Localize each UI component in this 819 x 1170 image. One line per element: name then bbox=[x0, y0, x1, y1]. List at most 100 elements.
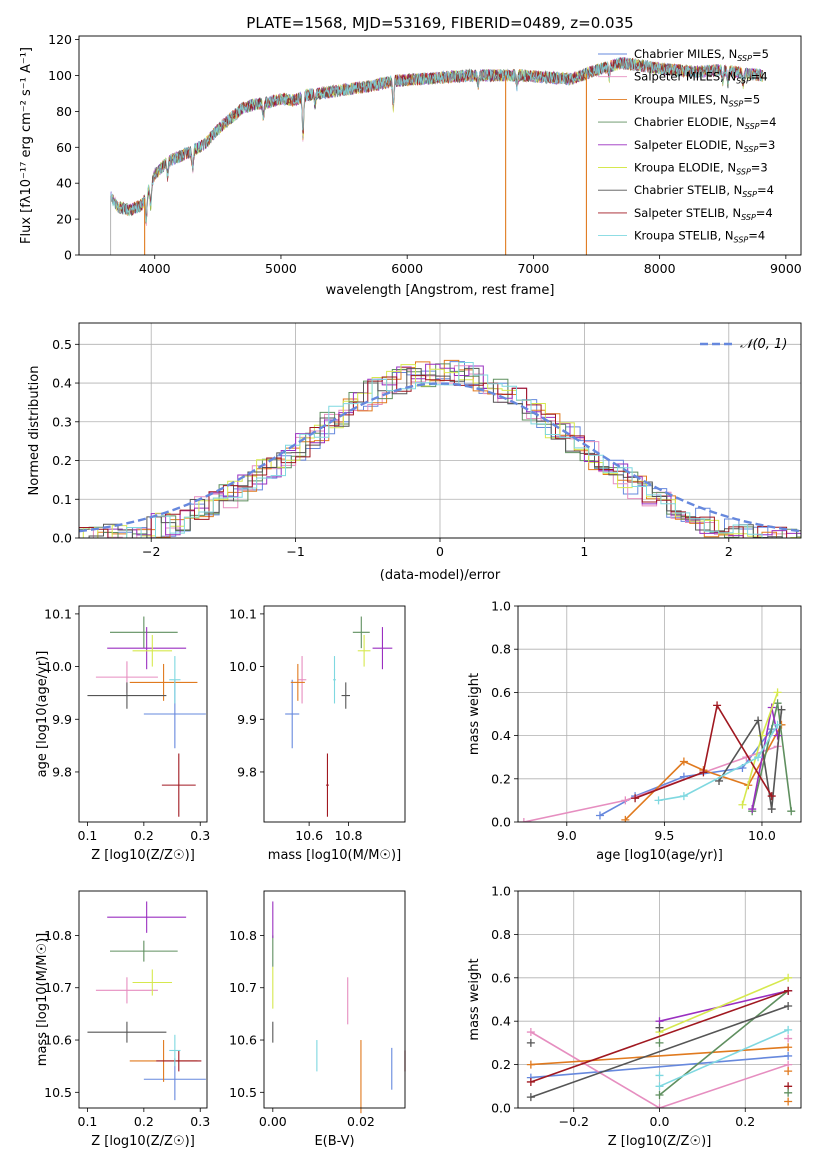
x-axis-label: (data-model)/error bbox=[380, 568, 501, 583]
axes-frame bbox=[263, 890, 406, 1109]
axes-group bbox=[260, 613, 350, 826]
spectrum-kroupa_stelib bbox=[110, 56, 764, 223]
y-tick-label: 0.4 bbox=[491, 1014, 511, 1029]
weight-marker-kroupa_elodie bbox=[757, 731, 766, 740]
weight-marker-chabrier_elodie bbox=[784, 1088, 793, 1097]
spectrum-lines bbox=[110, 56, 764, 255]
y-tick-label: 0.0 bbox=[52, 531, 72, 546]
histogram-salpeter_stelib bbox=[79, 375, 801, 538]
y-tick-label: 10.5 bbox=[44, 1085, 72, 1100]
weight-line-salpeter_miles bbox=[523, 745, 778, 822]
weight-line-chabrier_miles bbox=[530, 1055, 789, 1079]
y-tick-label: 10.7 bbox=[229, 980, 257, 995]
weight-marker-salpeter_miles bbox=[621, 796, 630, 805]
legend-label-kroupa_miles: Kroupa MILES, NSSP=5 bbox=[634, 92, 760, 108]
x-tick-label: 9.0 bbox=[557, 828, 577, 843]
y-tick-label: 10.0 bbox=[44, 659, 72, 674]
weight-marker-chabrier_elodie bbox=[655, 1038, 664, 1047]
legend-text: Salpeter MILES, N bbox=[634, 70, 736, 84]
y-tick-label: 0.2 bbox=[491, 1057, 511, 1072]
weight-marker-chabrier_elodie bbox=[773, 699, 782, 708]
x-tick-label: 0.2 bbox=[134, 1114, 154, 1129]
weight-marker-kroupa_stelib bbox=[654, 796, 663, 805]
legend-label-salpeter_miles: Salpeter MILES, NSSP=4 bbox=[634, 70, 768, 86]
y-tick-label: 60 bbox=[56, 140, 72, 155]
y-tick-label: 0 bbox=[64, 248, 72, 263]
weight-marker-kroupa_stelib bbox=[754, 753, 763, 762]
weight-marker-chabrier_miles bbox=[784, 1051, 793, 1060]
weight-line-salpeter_elodie bbox=[659, 990, 789, 1022]
y-tick-label: 10.7 bbox=[44, 980, 72, 995]
y-tick-label: 20 bbox=[56, 212, 72, 227]
weight-marker-salpeter_miles bbox=[784, 1034, 793, 1043]
weight-line-chabrier_stelib bbox=[530, 1005, 789, 1098]
x-tick-label: 0 bbox=[436, 544, 444, 559]
x-axis-label: Z [log10(Z/Z☉)] bbox=[91, 1134, 195, 1149]
weight-lines bbox=[519, 688, 796, 822]
x-tick-label: 9000 bbox=[770, 261, 802, 276]
weight-marker-chabrier_stelib bbox=[526, 1038, 535, 1047]
weight-marker-chabrier_stelib bbox=[784, 1002, 793, 1011]
weight-marker-salpeter_stelib bbox=[713, 701, 722, 710]
legend-sub: SSP bbox=[737, 54, 752, 63]
axes-frame bbox=[78, 890, 208, 1109]
legend-label-kroupa_stelib: Kroupa STELIB, NSSP=4 bbox=[634, 229, 765, 245]
x-tick-label: −0.2 bbox=[559, 1114, 589, 1129]
legend-label-kroupa_elodie: Kroupa ELODIE, NSSP=3 bbox=[634, 161, 768, 177]
axes-frame bbox=[78, 605, 208, 823]
y-tick-label: 9.8 bbox=[237, 764, 257, 779]
axes-group bbox=[514, 605, 801, 826]
y-tick-label: 10.8 bbox=[44, 928, 72, 943]
y-tick-label: 10.6 bbox=[229, 1033, 257, 1048]
y-tick-label: 0.3 bbox=[52, 414, 72, 429]
x-tick-label: 0.1 bbox=[78, 828, 98, 843]
weight-marker-salpeter_stelib bbox=[784, 986, 793, 995]
legend-text: Chabrier STELIB, N bbox=[634, 183, 742, 197]
x-axis-label: age [log10(age/yr)] bbox=[596, 848, 723, 863]
x-axis-label: mass [log10(M/M☉)] bbox=[268, 848, 401, 863]
weight-marker-kroupa_miles bbox=[679, 757, 688, 766]
weight-marker-chabrier_stelib bbox=[655, 1023, 664, 1032]
y-tick-label: 0.2 bbox=[52, 453, 72, 468]
y-tick-label: 0.0 bbox=[491, 1101, 511, 1116]
x-axis-label: Z [log10(Z/Z☉)] bbox=[91, 848, 195, 863]
legend-value: =4 bbox=[756, 206, 773, 220]
weight-marker-salpeter_stelib bbox=[767, 792, 776, 801]
x-tick-label: 9.5 bbox=[654, 828, 674, 843]
legend-sub: SSP bbox=[741, 213, 756, 222]
weight-marker-salpeter_miles bbox=[655, 1104, 664, 1108]
weight-marker-kroupa_miles bbox=[784, 1043, 793, 1052]
histogram-kroupa_elodie bbox=[79, 364, 801, 538]
weight-line-kroupa_elodie bbox=[659, 977, 789, 1033]
weight-marker-chabrier_stelib bbox=[526, 1093, 535, 1102]
weight-marker-chabrier_stelib bbox=[754, 716, 763, 725]
legend-value: =3 bbox=[751, 161, 768, 175]
histograms bbox=[79, 359, 801, 538]
y-tick-label: 0.8 bbox=[491, 642, 511, 657]
legend-text: Chabrier ELODIE, N bbox=[634, 115, 745, 129]
legend-value: =5 bbox=[752, 47, 769, 61]
y-axis-label: Flux [fλ10⁻¹⁷ erg cm⁻² s⁻¹ A⁻¹] bbox=[19, 47, 34, 244]
weight-marker-kroupa_elodie bbox=[738, 800, 747, 809]
axes-frame bbox=[517, 605, 802, 823]
histogram-salpeter_elodie bbox=[79, 363, 801, 538]
y-axis-label: Normed distribution bbox=[27, 366, 42, 496]
legend-label-salpeter_stelib: Salpeter STELIB, NSSP=4 bbox=[634, 206, 773, 222]
x-tick-label: 1 bbox=[580, 544, 588, 559]
y-tick-label: 80 bbox=[56, 104, 72, 119]
weight-marker-chabrier_stelib bbox=[777, 705, 786, 714]
weight-marker-kroupa_stelib bbox=[655, 1071, 664, 1080]
weight-marker-salpeter_elodie bbox=[773, 731, 782, 740]
weight-marker-kroupa_elodie bbox=[784, 973, 793, 982]
y-axis-label: mass [log10(M/M☉)] bbox=[35, 933, 50, 1066]
legend-value: =3 bbox=[758, 138, 775, 152]
weight-marker-chabrier_elodie bbox=[787, 807, 796, 816]
y-tick-label: 0.8 bbox=[491, 927, 511, 942]
weight-marker-kroupa_miles bbox=[621, 815, 630, 822]
x-tick-label: 0.3 bbox=[190, 828, 210, 843]
y-axis-label: mass weight bbox=[467, 673, 482, 755]
y-tick-label: 0.2 bbox=[491, 771, 511, 786]
axes-group bbox=[260, 935, 362, 1112]
weight-marker-salpeter_miles bbox=[526, 1028, 535, 1037]
weight-marker-salpeter_stelib bbox=[631, 794, 640, 803]
